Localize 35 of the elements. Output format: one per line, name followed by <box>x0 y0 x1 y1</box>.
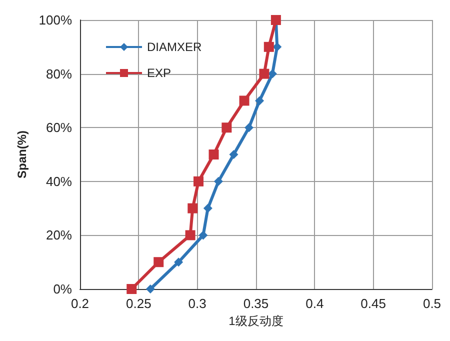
point <box>214 176 223 186</box>
point <box>185 230 196 240</box>
point <box>126 284 137 294</box>
x-axis-title: 1级反动度 <box>228 314 284 328</box>
point <box>146 284 155 294</box>
y-tick-label: 60% <box>46 120 72 136</box>
x-tick-label: 0.5 <box>422 296 442 311</box>
point <box>239 96 250 106</box>
x-tick-label: 0.4 <box>306 296 324 311</box>
point <box>255 96 264 106</box>
point <box>198 230 208 240</box>
x-tick-label: 0.2 <box>70 296 90 311</box>
point <box>244 123 254 132</box>
point <box>259 68 270 79</box>
y-tick-label: 0% <box>53 282 72 296</box>
legend-label: EXP <box>147 66 172 80</box>
x-tick-label: 0.3 <box>188 296 206 311</box>
x-tick-label: 0.45 <box>360 296 386 311</box>
y-tick-label: 100% <box>38 12 72 28</box>
point <box>194 176 204 186</box>
legend-label: DIAMXER <box>147 40 202 54</box>
point <box>208 150 219 160</box>
point <box>188 203 198 214</box>
x-tick-label: 0.25 <box>126 296 152 311</box>
point <box>222 122 232 133</box>
point <box>174 258 184 267</box>
y-tick-label: 80% <box>46 66 72 82</box>
y-axis-title: Span(%) <box>14 130 29 178</box>
point <box>154 257 164 268</box>
point <box>229 150 238 159</box>
y-tick-label: 20% <box>46 228 72 243</box>
y-tick-label: 40% <box>46 174 72 189</box>
point <box>203 204 212 213</box>
point <box>264 42 274 52</box>
x-tick-label: 0.35 <box>243 296 269 311</box>
